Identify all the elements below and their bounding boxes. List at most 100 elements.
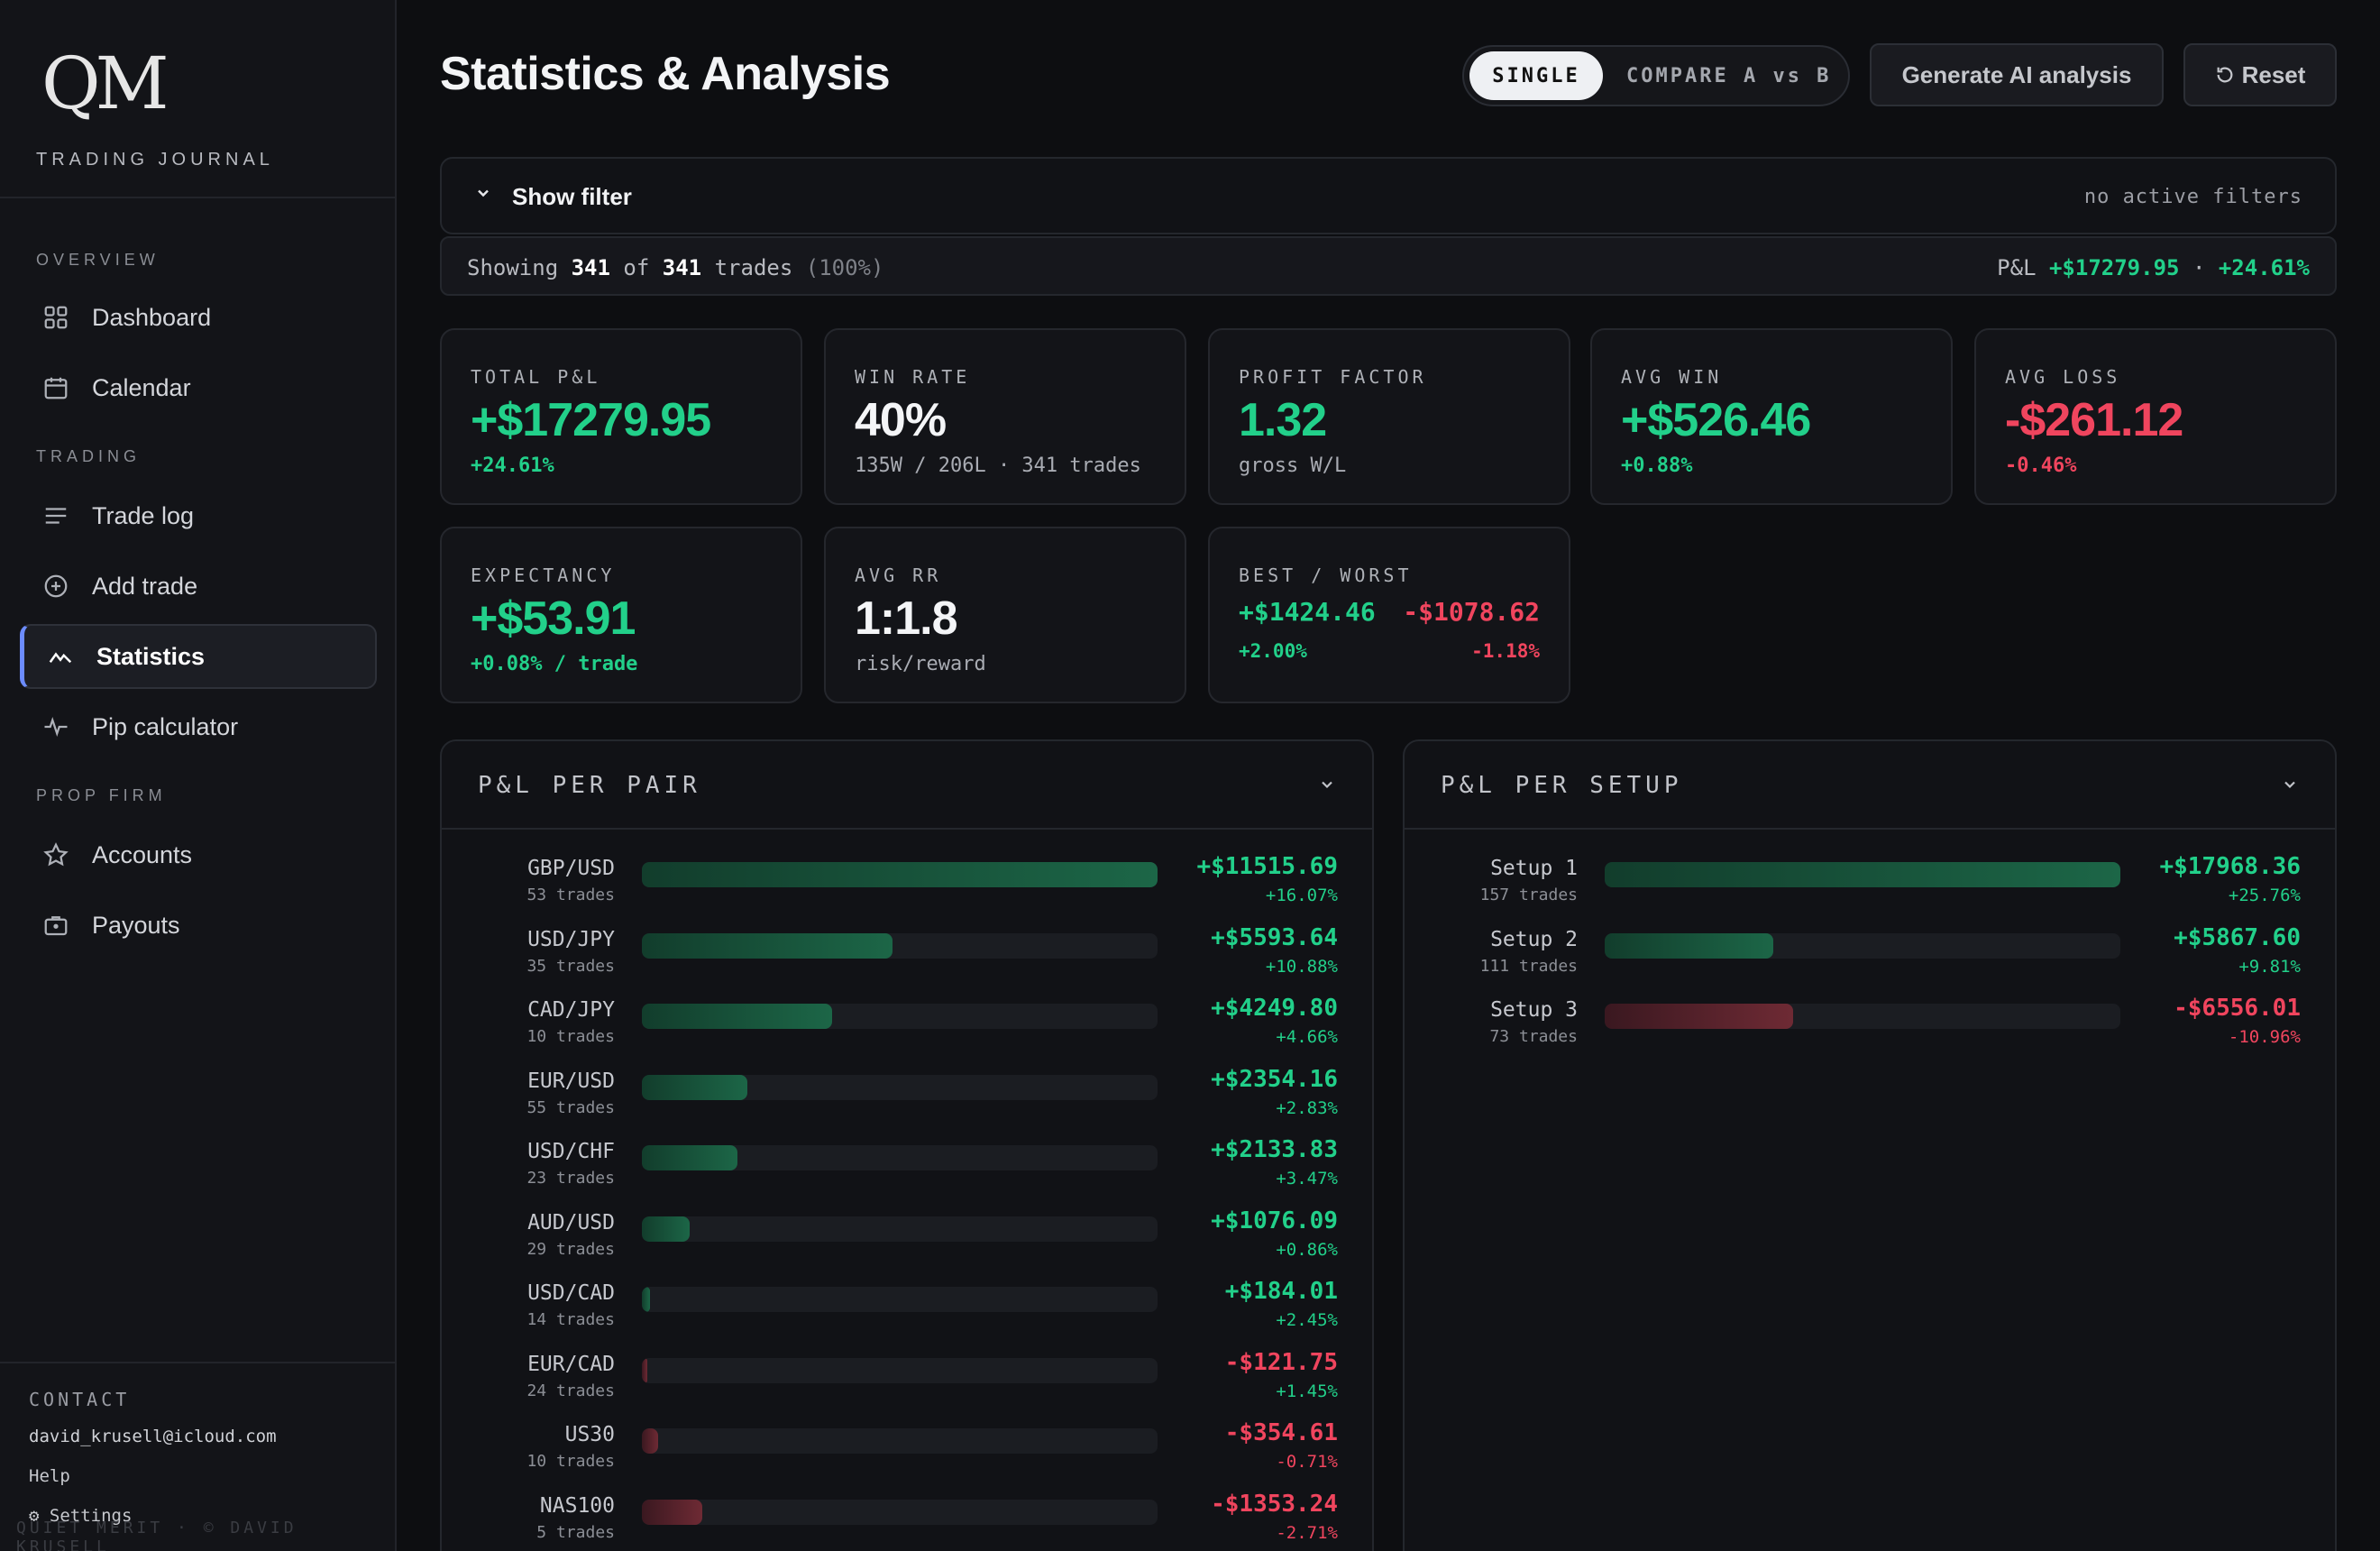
bar-trade-count: 10 trades — [526, 1452, 615, 1471]
bar-name: Setup 1 — [1490, 857, 1578, 880]
bar-percent: +25.76% — [2228, 886, 2301, 905]
bar-percent: +3.47% — [1276, 1169, 1338, 1188]
bar-track — [642, 1499, 1158, 1525]
chevron-down-icon[interactable] — [2281, 776, 2299, 794]
bar-label: CAD/JPY 10 trades — [442, 998, 615, 1061]
bar-name: USD/JPY — [527, 927, 615, 951]
help-link[interactable]: Help — [29, 1466, 70, 1486]
reset-button[interactable]: Reset — [2183, 43, 2337, 106]
bar-label: USD/JPY 35 trades — [442, 928, 615, 991]
sidebar-item-label: Trade log — [92, 501, 195, 529]
sidebar-item-statistics[interactable]: Statistics — [20, 624, 377, 689]
chart-line-icon — [44, 640, 77, 673]
calendar-icon — [40, 372, 72, 404]
card-expectancy: EXPECTANCY +$53.91 +0.08% / trade — [440, 527, 802, 703]
bar-track — [1605, 1004, 2120, 1029]
bar-fill — [642, 1145, 737, 1170]
logo[interactable]: QM — [41, 41, 169, 125]
bar-track — [1605, 862, 2120, 887]
sidebar-item-dashboard[interactable]: Dashboard — [20, 285, 377, 350]
reset-icon — [2215, 65, 2235, 85]
mode-compare-button[interactable]: COMPARE A vs B — [1626, 64, 1832, 87]
bar-track — [642, 1145, 1158, 1170]
bar-trade-count: 29 trades — [526, 1239, 615, 1259]
bar-fill — [1605, 1004, 1793, 1029]
sidebar-item-label: Pip calculator — [92, 712, 239, 740]
mode-single-button[interactable]: SINGLE — [1469, 51, 1603, 100]
card-avg-win: AVG WIN +$526.46 +0.88% — [1590, 328, 1953, 505]
card-sub: +0.88% — [1621, 454, 1693, 477]
pnl-per-setup-panel: P&L PER SETUP Setup 1 157 trades +$17968.3… — [1403, 739, 2337, 1551]
worst-trade-value: -$1078.62 — [1403, 597, 1540, 627]
bar-fill — [642, 1499, 703, 1525]
list-icon — [40, 500, 72, 532]
card-label: AVG WIN — [1621, 366, 1723, 388]
bar-name: CAD/JPY — [527, 998, 615, 1022]
card-value: +$526.46 — [1621, 394, 1811, 446]
sidebar-item-label: Add trade — [92, 572, 198, 600]
sidebar-item-trade-log[interactable]: Trade log — [20, 483, 377, 548]
bar-amount: +$4249.80 — [1211, 995, 1338, 1022]
best-trade-pct: +2.00% — [1239, 640, 1307, 662]
bar-name: AUD/USD — [527, 1210, 615, 1234]
contact-heading: CONTACT — [29, 1389, 131, 1410]
bar-name: GBP/USD — [527, 857, 615, 880]
bar-row: USD/CHF 23 trades +$2133.83 +3.47% — [442, 1136, 1376, 1203]
bar-trade-count: 55 trades — [526, 1097, 615, 1117]
card-win-rate: WIN RATE 40% 135W / 206L · 341 trades — [824, 328, 1186, 505]
bar-label: Setup 3 73 trades — [1405, 998, 1578, 1061]
settings-link[interactable]: ⚙ Settings — [29, 1506, 133, 1526]
sidebar: QM TRADING JOURNAL OVERVIEW Dashboard Ca… — [0, 0, 397, 1551]
card-value: -$261.12 — [2005, 394, 2183, 446]
sidebar-item-pip-calculator[interactable]: Pip calculator — [20, 694, 377, 759]
card-value: +$53.91 — [471, 592, 636, 645]
bar-row: USD/CAD 14 trades +$184.01 +2.45% — [442, 1278, 1376, 1345]
bar-amount: +$184.01 — [1224, 1278, 1338, 1305]
pulse-icon — [40, 711, 72, 743]
sidebar-item-add-trade[interactable]: Add trade — [20, 554, 377, 619]
bar-fill — [642, 1004, 833, 1029]
bar-trade-count: 5 trades — [536, 1522, 615, 1542]
card-label: BEST / WORST — [1239, 564, 1413, 586]
sidebar-item-calendar[interactable]: Calendar — [20, 355, 377, 420]
sidebar-item-label: Dashboard — [92, 303, 212, 331]
card-total-pnl: TOTAL P&L +$17279.95 +24.61% — [440, 328, 802, 505]
generate-ai-analysis-button[interactable]: Generate AI analysis — [1870, 43, 2164, 106]
sidebar-item-label: Accounts — [92, 840, 193, 868]
card-avg-loss: AVG LOSS -$261.12 -0.46% — [1974, 328, 2337, 505]
bar-track — [642, 1357, 1158, 1383]
panel-header[interactable]: P&L PER SETUP — [1405, 741, 2335, 830]
page-title: Statistics & Analysis — [440, 48, 891, 100]
bar-trade-count: 111 trades — [1479, 956, 1578, 976]
bar-row: US30 10 trades -$354.61 -0.71% — [442, 1419, 1376, 1486]
sidebar-item-accounts[interactable]: Accounts — [20, 822, 377, 887]
bar-label: GBP/USD 53 trades — [442, 857, 615, 920]
bar-track — [642, 1428, 1158, 1454]
panel-header[interactable]: P&L PER PAIR — [442, 741, 1372, 830]
card-sub: gross W/L — [1239, 454, 1347, 477]
sidebar-item-label: Calendar — [92, 373, 191, 401]
card-sub: +0.08% / trade — [471, 653, 638, 675]
bar-trade-count: 157 trades — [1479, 886, 1578, 904]
bar-percent: +2.45% — [1276, 1310, 1338, 1330]
card-label: AVG RR — [855, 564, 942, 586]
bar-fill — [642, 1216, 691, 1242]
chevron-down-icon[interactable] — [1318, 776, 1336, 794]
showing-count: Showing 341 of 341 trades (100%) — [467, 255, 884, 280]
filter-toggle[interactable]: Show filter no active filters — [440, 157, 2337, 234]
star-icon — [40, 839, 72, 871]
bar-amount: +$17968.36 — [2159, 853, 2301, 880]
bar-track — [642, 1216, 1158, 1242]
brand: QM TRADING JOURNAL — [0, 0, 395, 198]
grid-icon — [40, 301, 72, 334]
bar-amount: +$11515.69 — [1196, 853, 1338, 880]
bar-row: Setup 3 73 trades -$6556.01 -10.96% — [1405, 995, 2339, 1061]
card-avg-rr: AVG RR 1:1.8 risk/reward — [824, 527, 1186, 703]
bar-track — [642, 862, 1158, 887]
bar-percent: +4.66% — [1276, 1027, 1338, 1047]
sidebar-item-payouts[interactable]: Payouts — [20, 893, 377, 958]
bar-trade-count: 53 trades — [526, 886, 615, 904]
bar-label: AUD/USD 29 trades — [442, 1211, 615, 1274]
bar-track — [642, 1287, 1158, 1312]
contact-email[interactable]: david_krusell@icloud.com — [29, 1427, 277, 1446]
